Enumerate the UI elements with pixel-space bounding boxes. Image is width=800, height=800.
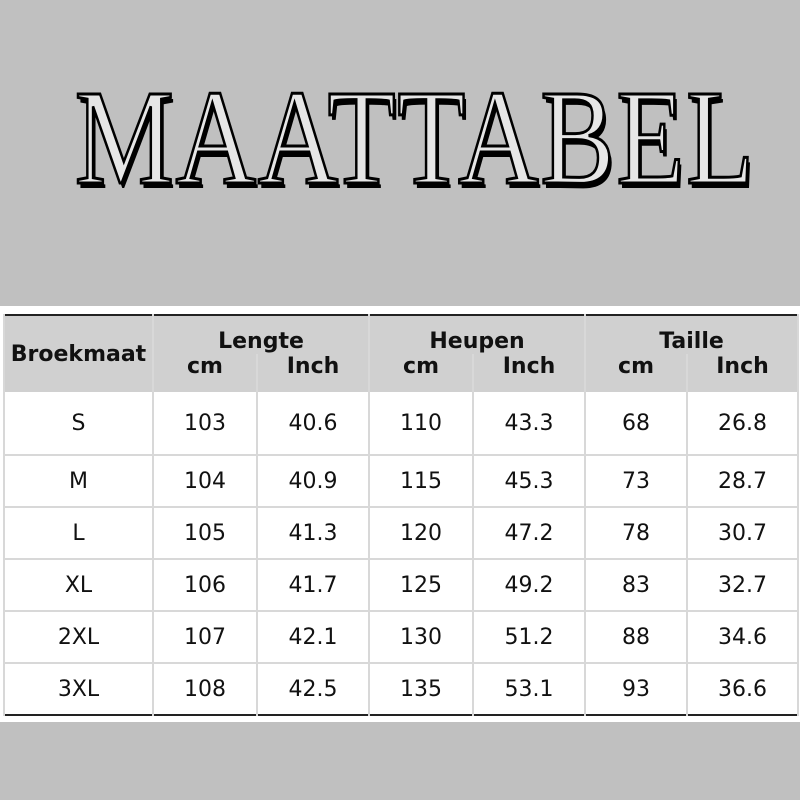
- table-row: 3XL 108 42.5 135 53.1 93 36.6: [3, 662, 800, 715]
- value-cell: 30.7: [686, 506, 800, 559]
- size-cell: M: [3, 454, 154, 507]
- value-cell: 130: [368, 610, 475, 663]
- header-unit: Inch: [255, 354, 371, 392]
- table-row: 2XL 107 42.1 130 51.2 88 34.6: [3, 610, 800, 663]
- value-cell: 115: [368, 454, 475, 507]
- value-cell: 93: [584, 662, 689, 715]
- value-cell: 106: [152, 558, 258, 611]
- size-cell: S: [3, 392, 154, 455]
- value-cell: 83: [584, 558, 689, 611]
- value-cell: 104: [152, 454, 258, 507]
- value-cell: 103: [152, 392, 258, 455]
- header-unit: cm: [368, 354, 475, 392]
- value-cell: 73: [584, 454, 689, 507]
- page-title: MAATTABEL: [0, 63, 800, 213]
- value-cell: 34.6: [686, 610, 800, 663]
- value-cell: 110: [368, 392, 475, 455]
- value-cell: 45.3: [472, 454, 587, 507]
- table-row: M 104 40.9 115 45.3 73 28.7: [3, 454, 800, 507]
- table-row: XL 106 41.7 125 49.2 83 32.7: [3, 558, 800, 611]
- value-cell: 105: [152, 506, 258, 559]
- table-row: S 103 40.6 110 43.3 68 26.8: [3, 392, 800, 455]
- value-cell: 108: [152, 662, 258, 715]
- title-text: MAATTABEL: [74, 63, 756, 213]
- header-group-taille: Taille: [584, 315, 800, 354]
- header-unit: Inch: [686, 354, 800, 392]
- value-cell: 28.7: [686, 454, 800, 507]
- size-cell: 2XL: [3, 610, 154, 663]
- header-unit: Inch: [472, 354, 587, 392]
- size-cell: 3XL: [3, 662, 154, 715]
- value-cell: 53.1: [472, 662, 587, 715]
- value-cell: 120: [368, 506, 475, 559]
- value-cell: 41.3: [255, 506, 371, 559]
- value-cell: 135: [368, 662, 475, 715]
- size-cell: XL: [3, 558, 154, 611]
- value-cell: 88: [584, 610, 689, 663]
- value-cell: 42.5: [255, 662, 371, 715]
- value-cell: 41.7: [255, 558, 371, 611]
- header-size: Broekmaat: [3, 315, 154, 392]
- value-cell: 107: [152, 610, 258, 663]
- value-cell: 51.2: [472, 610, 587, 663]
- header-unit: cm: [152, 354, 258, 392]
- value-cell: 49.2: [472, 558, 587, 611]
- value-cell: 32.7: [686, 558, 800, 611]
- size-table: Broekmaat Lengte Heupen Taille cm Inch c…: [3, 314, 800, 716]
- value-cell: 47.2: [472, 506, 587, 559]
- value-cell: 43.3: [472, 392, 587, 455]
- header-group-lengte: Lengte: [151, 315, 371, 354]
- size-cell: L: [3, 506, 154, 559]
- table-row: L 105 41.3 120 47.2 78 30.7: [3, 506, 800, 559]
- value-cell: 40.9: [255, 454, 371, 507]
- value-cell: 68: [584, 392, 689, 455]
- value-cell: 78: [584, 506, 689, 559]
- value-cell: 36.6: [686, 662, 800, 715]
- value-cell: 125: [368, 558, 475, 611]
- value-cell: 40.6: [255, 392, 371, 455]
- header-group-heupen: Heupen: [368, 315, 587, 354]
- value-cell: 42.1: [255, 610, 371, 663]
- value-cell: 26.8: [686, 392, 800, 455]
- header-unit: cm: [584, 354, 689, 392]
